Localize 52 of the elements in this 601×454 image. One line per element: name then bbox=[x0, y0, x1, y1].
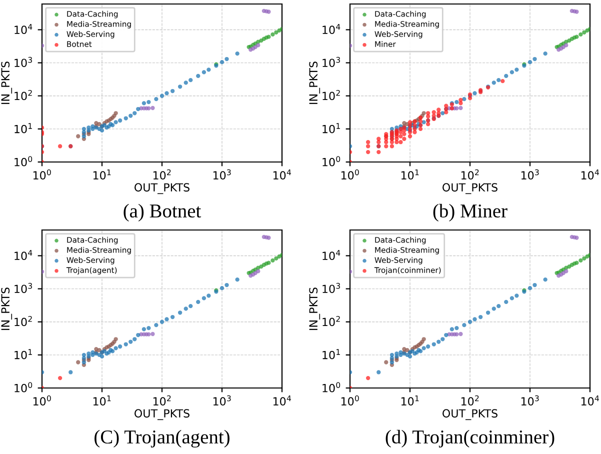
x-tick-label: 10$^{4}$ bbox=[581, 169, 599, 180]
y-tick-label: 10$^{1}$ bbox=[14, 123, 32, 134]
x-tick-label: 10$^{3}$ bbox=[521, 395, 539, 406]
y-tick-label: 10$^{2}$ bbox=[322, 90, 340, 100]
y-axis-title: IN_PKTS bbox=[1, 288, 12, 330]
y-tick-label: 10$^{0}$ bbox=[14, 382, 32, 392]
x-tick-label: 10$^{1}$ bbox=[401, 395, 419, 406]
y-tick-label: 10$^{4}$ bbox=[14, 250, 32, 260]
x-tick-label: 10$^{2}$ bbox=[461, 169, 479, 180]
x-axis-title: OUT_PKTS bbox=[134, 409, 190, 420]
y-tick-label: 10$^{1}$ bbox=[322, 349, 340, 360]
x-tick-label: 10$^{0}$ bbox=[341, 169, 359, 180]
x-axis-title: OUT_PKTS bbox=[134, 183, 190, 194]
y-tick-label: 10$^{0}$ bbox=[14, 156, 32, 166]
y-tick-label: 10$^{4}$ bbox=[14, 24, 32, 34]
y-tick-label: 10$^{2}$ bbox=[14, 90, 32, 100]
x-tick-label: 10$^{3}$ bbox=[213, 169, 231, 180]
y-axis-title: IN_PKTS bbox=[1, 62, 12, 104]
y-tick-label: 10$^{1}$ bbox=[322, 123, 340, 134]
text: (C) Trojan(agent) bbox=[94, 430, 230, 448]
x-tick-label: 10$^{4}$ bbox=[581, 395, 599, 406]
x-tick-label: 10$^{4}$ bbox=[273, 169, 291, 180]
y-tick-label: 10$^{1}$ bbox=[14, 349, 32, 360]
x-tick-label: 10$^{4}$ bbox=[273, 395, 291, 406]
y-tick-label: 10$^{4}$ bbox=[322, 24, 340, 34]
x-tick-label: 10$^{2}$ bbox=[153, 169, 171, 180]
x-tick-label: 10$^{3}$ bbox=[521, 169, 539, 180]
text: (a) Botnet bbox=[124, 204, 202, 222]
y-tick-label: 10$^{3}$ bbox=[14, 282, 32, 294]
text: (d) Trojan(coinminer) bbox=[386, 430, 554, 448]
y-tick-label: 10$^{3}$ bbox=[322, 282, 340, 294]
y-tick-label: 10$^{3}$ bbox=[14, 56, 32, 68]
text: (b) Miner bbox=[433, 204, 508, 222]
y-tick-label: 10$^{3}$ bbox=[322, 56, 340, 68]
x-tick-label: 10$^{1}$ bbox=[93, 169, 111, 180]
y-tick-label: 10$^{2}$ bbox=[14, 316, 32, 326]
x-axis-title: OUT_PKTS bbox=[442, 183, 498, 194]
x-tick-label: 10$^{2}$ bbox=[153, 395, 171, 406]
y-tick-label: 10$^{0}$ bbox=[322, 382, 340, 392]
y-tick-label: 10$^{4}$ bbox=[322, 250, 340, 260]
x-tick-label: 10$^{0}$ bbox=[33, 169, 51, 180]
y-tick-label: 10$^{0}$ bbox=[322, 156, 340, 166]
x-axis-title: OUT_PKTS bbox=[442, 409, 498, 420]
x-tick-label: 10$^{3}$ bbox=[213, 395, 231, 406]
x-tick-label: 10$^{1}$ bbox=[93, 395, 111, 406]
x-tick-label: 10$^{2}$ bbox=[461, 395, 479, 406]
y-axis-title: IN_PKTS bbox=[309, 288, 320, 330]
x-tick-label: 10$^{0}$ bbox=[341, 395, 359, 406]
x-tick-label: 10$^{1}$ bbox=[401, 169, 419, 180]
x-tick-label: 10$^{0}$ bbox=[33, 395, 51, 406]
y-axis-title: IN_PKTS bbox=[309, 62, 320, 104]
y-tick-label: 10$^{2}$ bbox=[322, 316, 340, 326]
